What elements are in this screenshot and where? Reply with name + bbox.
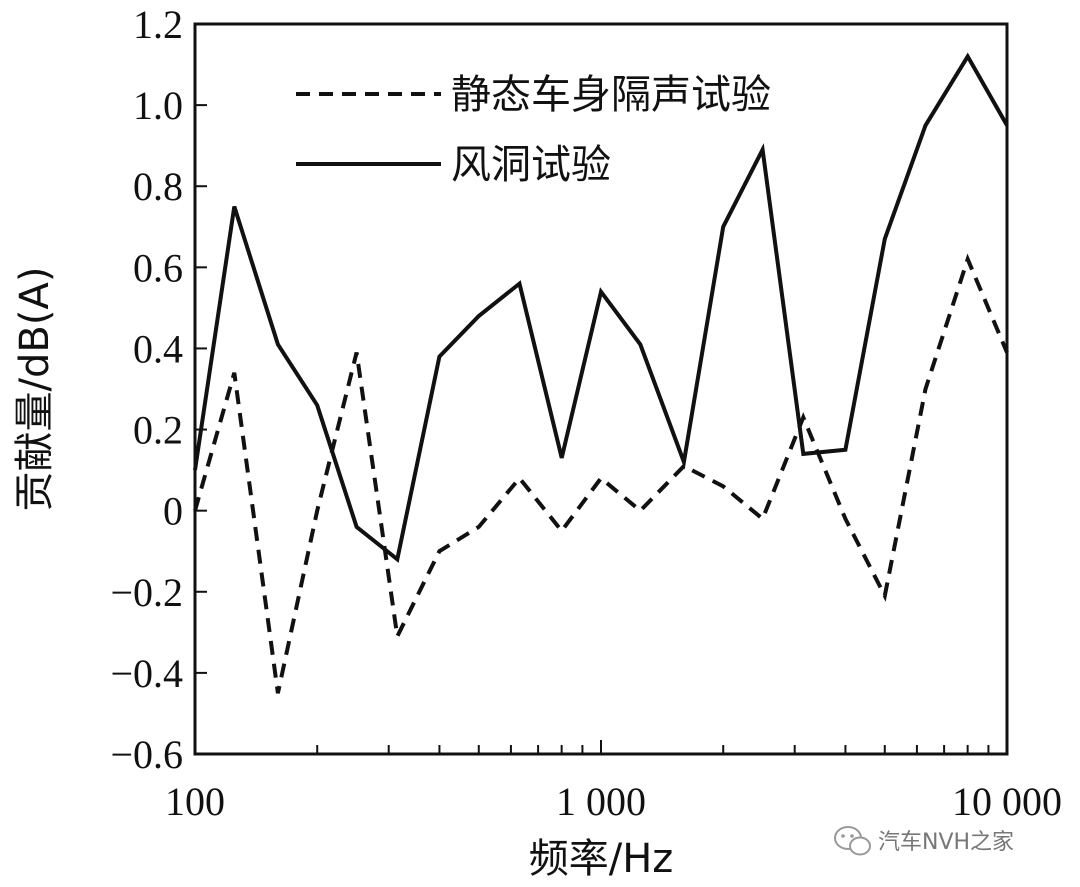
y-tick-label: 0.6	[133, 245, 183, 290]
y-axis-tick-labels: −0.6 −0.4 −0.2 0 0.2 0.4 0.6 0.8 1.0 1.2	[110, 2, 183, 777]
plot-frame	[193, 22, 1009, 756]
x-axis-tick-labels: 100 1 000 10 000	[165, 779, 1062, 824]
x-axis-label: 频率/Hz	[529, 836, 674, 882]
x-tick-label: 10 000	[952, 779, 1062, 824]
watermark-text: 汽车NVH之家	[878, 830, 1014, 855]
x-axis-ticks	[194, 740, 1008, 754]
legend: 静态车身隔声试验 风洞试验	[296, 72, 771, 188]
y-tick-label: 1.0	[133, 83, 183, 128]
legend-label-wind-tunnel: 风洞试验	[451, 142, 611, 188]
x-tick-label: 100	[165, 779, 225, 824]
y-axis-label: 贡献量/dB(A)	[12, 267, 58, 512]
series-line-static-body	[193, 253, 1009, 694]
series-line-wind-tunnel	[193, 52, 1009, 563]
y-tick-label: 1.2	[133, 2, 183, 47]
y-tick-label: −0.6	[110, 732, 183, 777]
x-tick-label: 1 000	[556, 779, 646, 824]
watermark: 汽车NVH之家	[834, 826, 1014, 856]
legend-label-static-body: 静态车身隔声试验	[451, 72, 771, 118]
y-tick-label: 0	[163, 489, 183, 534]
series-layer	[193, 52, 1009, 694]
y-tick-label: −0.2	[110, 570, 183, 615]
y-tick-label: −0.4	[110, 651, 183, 696]
y-tick-label: 0.8	[133, 164, 183, 209]
y-tick-label: 0.2	[133, 408, 183, 453]
y-tick-label: 0.4	[133, 326, 183, 371]
wechat-icon	[834, 826, 871, 856]
